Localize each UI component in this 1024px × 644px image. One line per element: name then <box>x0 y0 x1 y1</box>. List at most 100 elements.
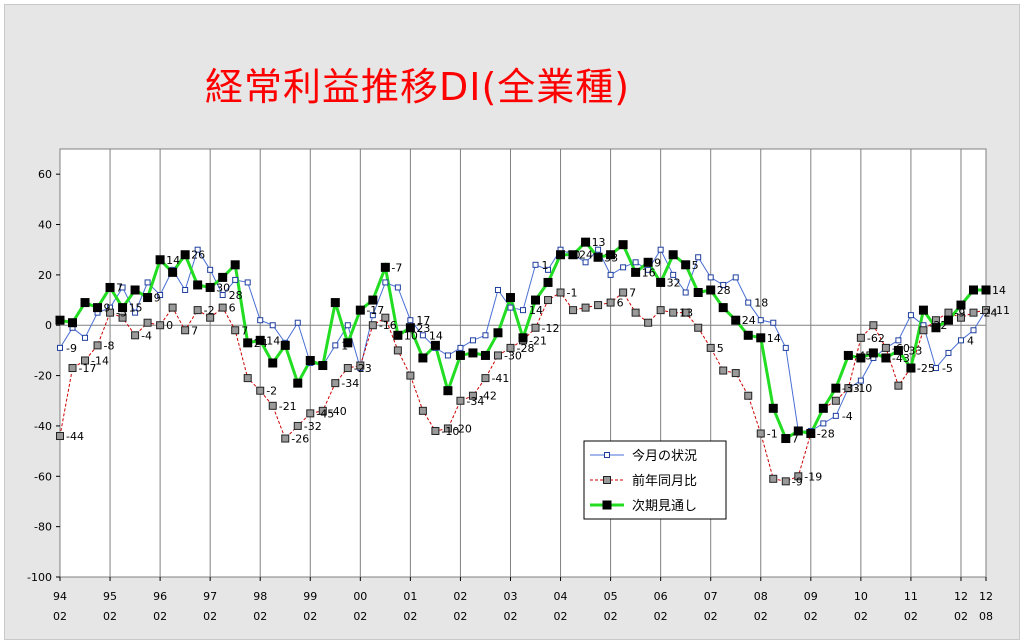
x-tick-year: 12 <box>979 590 993 603</box>
x-tick-year: 12 <box>954 590 968 603</box>
data-label: 17 <box>416 314 430 327</box>
data-label: 1 <box>542 259 549 272</box>
point-marker-s1 <box>218 303 227 312</box>
data-label: -30 <box>504 349 522 362</box>
point-marker-s1 <box>293 421 302 430</box>
y-tick-label: -20 <box>34 370 52 383</box>
x-tick-year: 98 <box>253 590 267 603</box>
point-marker-s0 <box>382 279 389 286</box>
point-marker-s2 <box>243 338 253 348</box>
point-marker-s1 <box>206 313 215 322</box>
x-tick-month: 02 <box>253 610 267 623</box>
y-tick-label: 40 <box>38 219 52 232</box>
point-marker-s2 <box>280 340 290 350</box>
data-label: -45 <box>854 349 872 362</box>
point-marker-s1 <box>356 361 365 370</box>
point-marker-s2 <box>593 252 603 262</box>
y-tick-label: -80 <box>34 521 52 534</box>
point-marker-s0 <box>695 254 702 261</box>
point-marker-s2 <box>693 288 703 298</box>
x-tick-year: 06 <box>654 590 668 603</box>
point-marker-s1 <box>393 346 402 355</box>
point-marker-s1 <box>944 308 953 317</box>
legend-label-1: 前年同月比 <box>632 473 697 489</box>
point-marker-s1 <box>719 366 728 375</box>
point-marker-s2 <box>230 260 240 270</box>
point-marker-s1 <box>744 391 753 400</box>
data-label: 16 <box>642 266 656 279</box>
data-label: -21 <box>279 400 297 413</box>
point-marker-s2 <box>130 285 140 295</box>
data-label: -21 <box>529 334 547 347</box>
point-marker-s2 <box>105 282 115 292</box>
data-label: 4 <box>967 334 974 347</box>
data-label: -28 <box>516 342 534 355</box>
data-label: -19 <box>804 470 822 483</box>
point-marker-s2 <box>218 272 228 282</box>
x-tick-month: 02 <box>704 610 718 623</box>
point-marker-s1 <box>844 384 853 393</box>
point-marker-s1 <box>318 406 327 415</box>
point-marker-s2 <box>430 340 440 350</box>
data-label: 6 <box>229 302 236 315</box>
x-tick-month: 02 <box>503 610 517 623</box>
point-marker-s2 <box>405 323 415 333</box>
data-label: -9 <box>66 342 77 355</box>
point-marker-s0 <box>782 344 789 351</box>
point-marker-s0 <box>545 266 552 273</box>
point-marker-s0 <box>419 332 426 339</box>
legend-label-2: 次期見通し <box>632 498 697 514</box>
x-tick-month: 02 <box>403 610 417 623</box>
point-marker-s1 <box>856 333 865 342</box>
data-label: 14 <box>992 284 1006 297</box>
data-label: -5 <box>942 362 953 375</box>
point-marker-s1 <box>406 371 415 380</box>
x-tick-month: 02 <box>153 610 167 623</box>
data-label: -26 <box>291 433 309 446</box>
series-line-1 <box>59 291 987 482</box>
point-marker-s0 <box>269 322 276 329</box>
point-marker-s1 <box>431 426 440 435</box>
point-marker-s2 <box>305 355 315 365</box>
point-marker-s2 <box>806 428 816 438</box>
point-marker-s1 <box>681 308 690 317</box>
point-marker-s1 <box>544 296 553 305</box>
point-marker-s2 <box>180 250 190 260</box>
data-label: 26 <box>191 249 205 262</box>
data-label: 24 <box>742 314 756 327</box>
data-label: 24 <box>254 337 268 350</box>
point-marker-s1 <box>443 424 452 433</box>
point-marker-s0 <box>469 337 476 344</box>
chart-title: 経常利益推移DI(全業種) <box>205 65 631 109</box>
point-marker-s0 <box>620 264 627 271</box>
data-label: 14 <box>166 254 180 267</box>
data-label: -25 <box>917 362 935 375</box>
legend-label-0: 今月の状況 <box>632 448 697 464</box>
point-marker-s2 <box>393 330 403 340</box>
point-marker-s1 <box>143 318 152 327</box>
point-marker-s2 <box>480 350 490 360</box>
data-label: -34 <box>341 377 359 390</box>
point-marker-s1 <box>631 308 640 317</box>
data-label: -42 <box>479 390 497 403</box>
point-marker-s1 <box>256 386 265 395</box>
x-tick-year: 07 <box>704 590 718 603</box>
point-marker-s2 <box>768 403 778 413</box>
point-marker-s1 <box>231 326 240 335</box>
data-label: 24 <box>579 249 593 262</box>
y-tick-label: -60 <box>34 470 52 483</box>
x-tick-month: 08 <box>979 610 993 623</box>
point-marker-s2 <box>518 333 528 343</box>
point-marker-s1 <box>193 306 202 315</box>
point-marker-s2 <box>956 300 966 310</box>
point-marker-s0 <box>219 292 226 299</box>
point-marker-s2 <box>731 315 741 325</box>
point-marker-s0 <box>494 286 501 293</box>
point-marker-s2 <box>255 335 265 345</box>
point-marker-s1 <box>243 374 252 383</box>
point-marker-s0 <box>157 292 164 299</box>
data-label: -33 <box>842 382 860 395</box>
point-marker-s2 <box>205 282 215 292</box>
point-marker-s1 <box>869 321 878 330</box>
data-label: -4 <box>842 410 853 423</box>
